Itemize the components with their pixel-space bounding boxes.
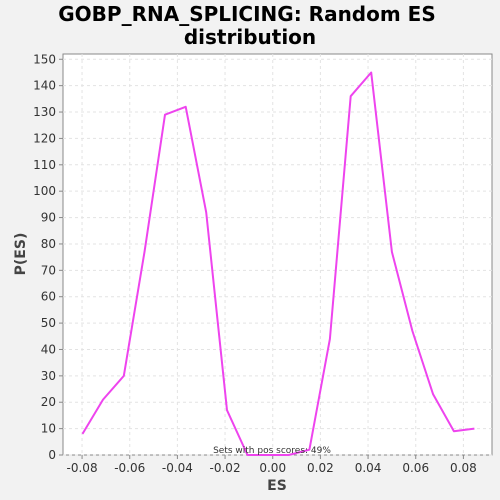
pos-scores-annotation: Sets with pos scores: 49% — [213, 446, 331, 456]
y-tick-label: 60 — [41, 290, 56, 304]
y-tick-label: 100 — [33, 184, 56, 198]
y-tick-label: 90 — [41, 211, 56, 225]
y-tick-label: 150 — [33, 52, 56, 66]
x-axis: -0.08 -0.06 -0.04 -0.02 0.00 0.02 0.04 0.06 0.08 — [67, 455, 477, 475]
x-tick-label: 0.02 — [307, 461, 334, 475]
y-tick-label: 130 — [33, 105, 56, 119]
y-tick-label: 20 — [41, 395, 56, 409]
y-tick-label: 120 — [33, 131, 56, 145]
y-tick-label: 110 — [33, 158, 56, 172]
y-tick-label: 40 — [41, 342, 56, 356]
x-tick-label: 0.08 — [450, 461, 477, 475]
y-axis: 0 10 20 30 40 50 60 70 80 90 100 110 120 130 140 150 — [33, 52, 63, 462]
y-tick-label: 10 — [41, 422, 56, 436]
series-line — [81, 71, 475, 456]
x-tick-label: -0.02 — [210, 461, 241, 475]
x-axis-label: ES — [267, 478, 287, 494]
x-tick-label: -0.06 — [114, 461, 145, 475]
y-tick-label: 80 — [41, 237, 56, 251]
grid — [63, 54, 492, 456]
chart-title-line-2: distribution — [184, 25, 316, 49]
y-tick-label: 30 — [41, 369, 56, 383]
x-tick-label: -0.04 — [162, 461, 193, 475]
chart-title-line-1: GOBP_RNA_SPLICING: Random ES — [58, 2, 435, 26]
plot-area — [62, 53, 493, 456]
series-group — [81, 71, 475, 456]
x-tick-label: 0.06 — [402, 461, 429, 475]
x-tick-label: 0.04 — [355, 461, 382, 475]
y-tick-label: 0 — [48, 448, 56, 462]
y-tick-label: 140 — [33, 79, 56, 93]
y-tick-label: 70 — [41, 263, 56, 277]
x-tick-label: -0.08 — [67, 461, 98, 475]
y-tick-label: 50 — [41, 316, 56, 330]
x-tick-label: 0.00 — [259, 461, 286, 475]
y-axis-label: P(ES) — [13, 233, 29, 276]
